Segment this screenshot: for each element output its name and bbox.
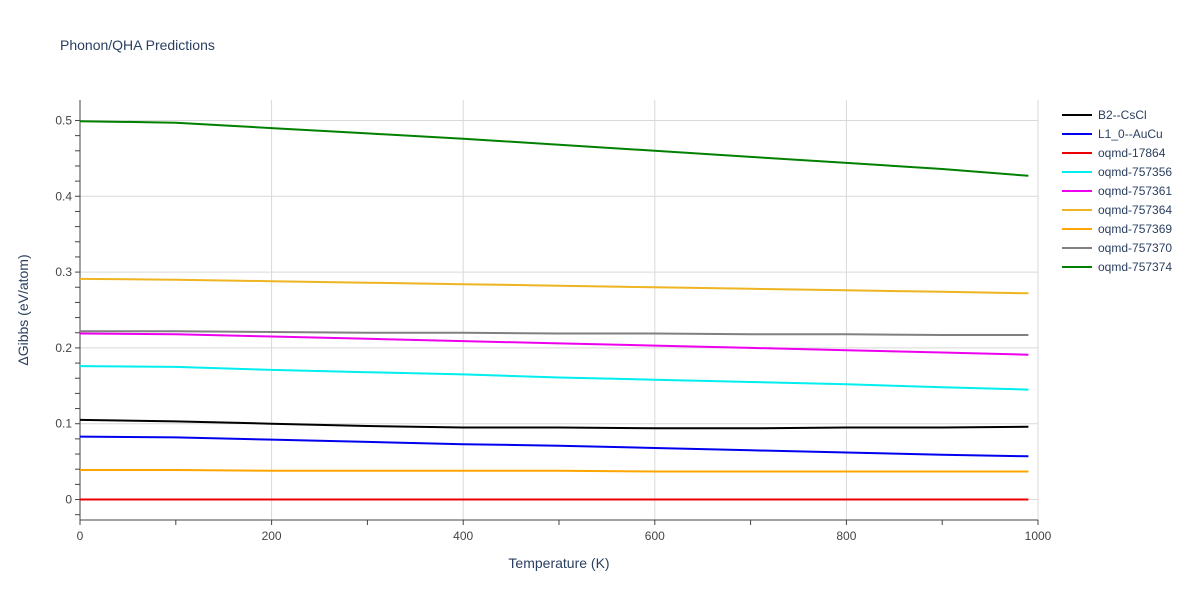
series-line-oqmd-757361	[79, 332, 1029, 356]
y-tick-label: 0.4	[55, 189, 72, 203]
x-axis-title: Temperature (K)	[508, 555, 609, 571]
gridlines	[80, 100, 1039, 520]
legend-item-b2-cscl[interactable]: B2--CsCl	[1062, 108, 1147, 122]
x-tick-label: 800	[836, 529, 856, 543]
y-tick-label: 0.2	[55, 341, 72, 355]
series-line-oqmd-757356	[79, 365, 1029, 391]
legend-label: oqmd-757369	[1098, 222, 1172, 236]
y-axis-title: ΔGibbs (eV/atom)	[15, 254, 31, 365]
series-line-b2-cscl	[79, 418, 1029, 430]
legend-label: L1_0--AuCu	[1098, 127, 1163, 141]
legend-item-oqmd-757361[interactable]: oqmd-757361	[1062, 184, 1172, 198]
series-line-l1-0-aucu	[79, 435, 1029, 458]
legend-label: oqmd-17864	[1098, 146, 1166, 160]
x-tick-label: 0	[77, 529, 84, 543]
legend-label: oqmd-757370	[1098, 241, 1172, 255]
series-line-oqmd-757369	[80, 469, 1029, 473]
legend-item-oqmd-757374[interactable]: oqmd-757374	[1062, 260, 1172, 274]
legend-item-oqmd-757369[interactable]: oqmd-757369	[1062, 222, 1172, 236]
axes: 0 200 400 600 800 1000 0 0.1 0.2 0.3 0.4 0.5	[55, 100, 1052, 543]
legend-label: oqmd-757364	[1098, 203, 1172, 217]
legend-label: oqmd-757374	[1098, 260, 1172, 274]
legend-item-oqmd-757356[interactable]: oqmd-757356	[1062, 165, 1172, 179]
y-tick-label: 0.1	[55, 417, 72, 431]
legend-item-oqmd-757364[interactable]: oqmd-757364	[1062, 203, 1172, 217]
legend-label: B2--CsCl	[1098, 108, 1147, 122]
legend-item-oqmd-17864[interactable]: oqmd-17864	[1062, 146, 1166, 160]
x-tick-label: 200	[262, 529, 282, 543]
series-line-oqmd-757374	[79, 120, 1029, 177]
x-tick-label: 600	[645, 529, 665, 543]
y-tick-label: 0.3	[55, 265, 72, 279]
x-tick-label: 400	[453, 529, 473, 543]
legend-item-oqmd-757370[interactable]: oqmd-757370	[1062, 241, 1172, 255]
x-tick-label: 1000	[1025, 529, 1052, 543]
chart-title: Phonon/QHA Predictions	[60, 37, 215, 53]
series-lines	[79, 120, 1029, 501]
series-line-oqmd-757370	[80, 330, 1029, 336]
y-tick-label: 0.5	[55, 113, 72, 127]
legend-label: oqmd-757361	[1098, 184, 1172, 198]
series-line-oqmd-757364	[79, 277, 1029, 295]
legend-label: oqmd-757356	[1098, 165, 1172, 179]
y-tick-label: 0	[65, 493, 72, 507]
legend[interactable]: B2--CsCl L1_0--AuCu oqmd-17864 oqmd-757356 o…	[1062, 108, 1172, 274]
legend-item-l1-0-aucu[interactable]: L1_0--AuCu	[1062, 127, 1163, 141]
